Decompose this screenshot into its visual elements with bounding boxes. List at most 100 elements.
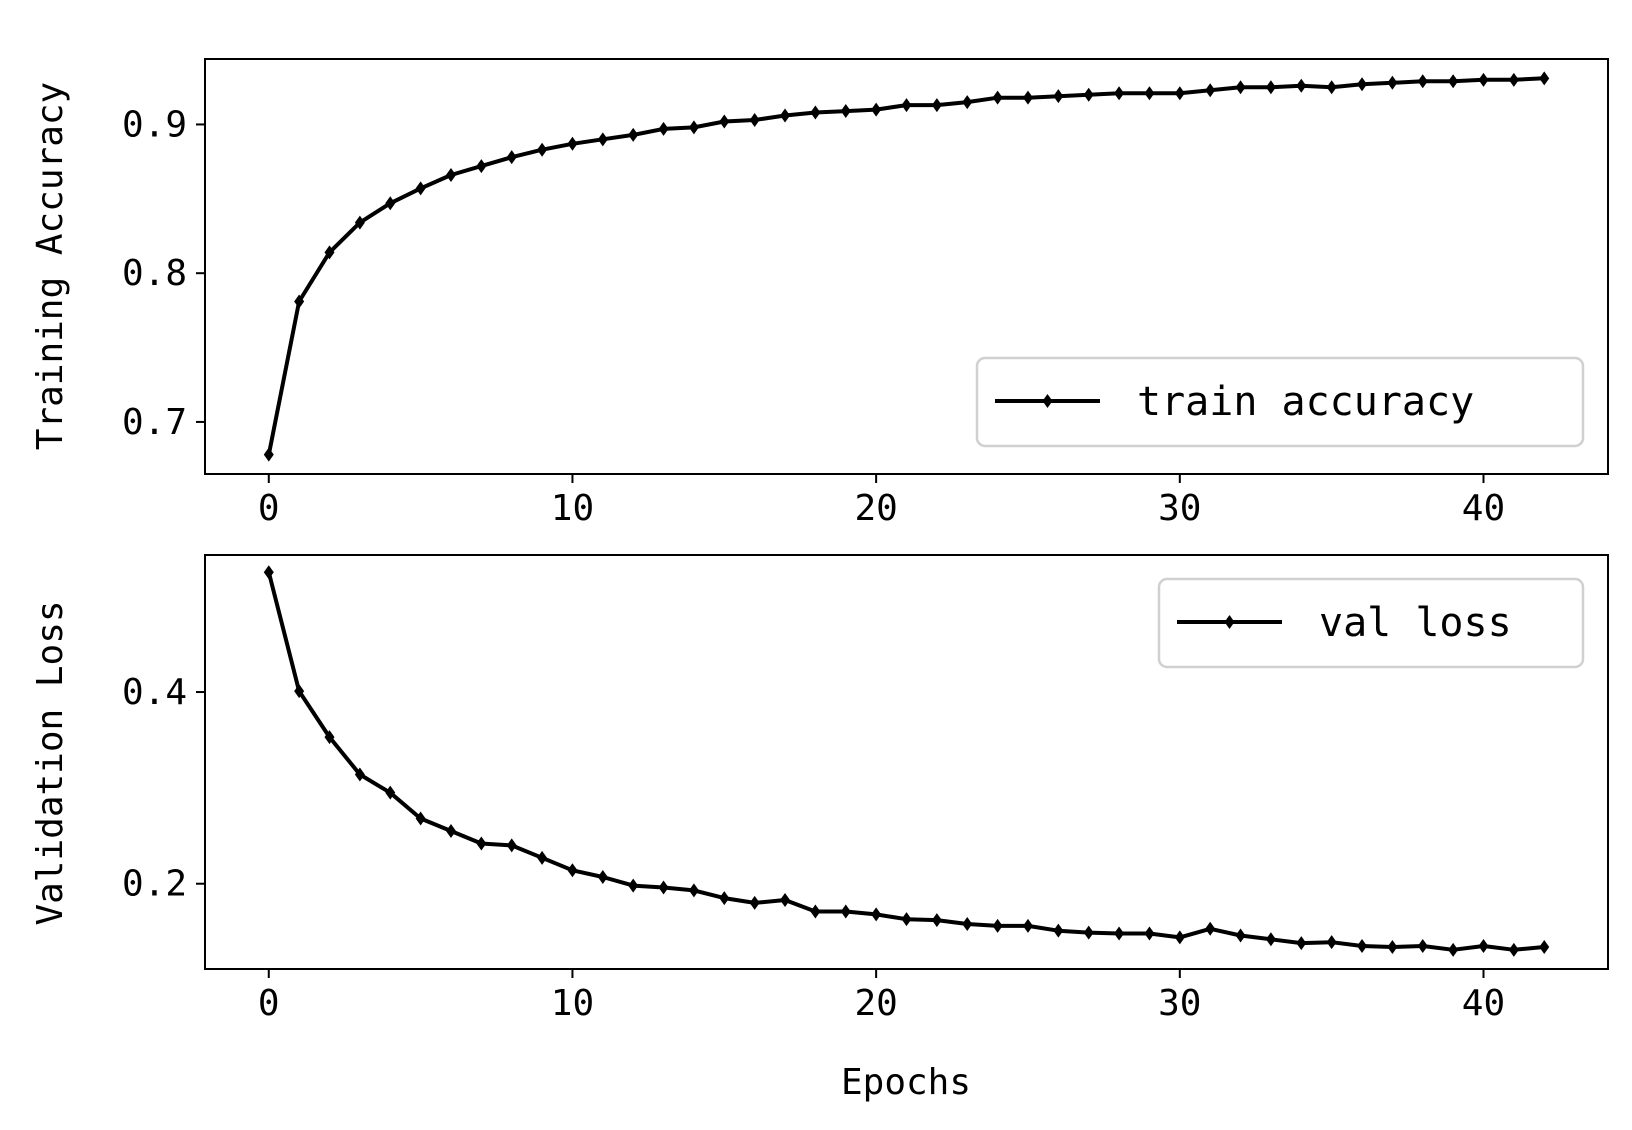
data-point: [1114, 86, 1125, 101]
data-point: [962, 95, 973, 110]
data-point: [901, 98, 912, 113]
data-point: [506, 838, 517, 853]
data-point: [1296, 936, 1307, 951]
y-tick-label: 0.4: [122, 672, 187, 713]
y-tick-label: 0.8: [122, 253, 187, 294]
data-point: [1022, 918, 1033, 933]
data-point: [688, 883, 699, 898]
data-point: [1326, 935, 1337, 950]
data-point: [1083, 925, 1094, 940]
y-tick-label: 0.9: [122, 104, 187, 145]
data-point: [294, 294, 305, 309]
data-point: [719, 891, 730, 906]
data-point: [1296, 78, 1307, 93]
data-point: [1265, 932, 1276, 947]
x-tick-label: 20: [854, 488, 897, 529]
x-axis: 0 10 20 30 40: [258, 969, 1505, 1024]
training-accuracy-subplot: 0 10 20 30 40 0.7 0.8 0.9 Training Accuracy tr…: [30, 58, 1609, 529]
legend-marker-swatch: [1042, 394, 1053, 408]
legend-label: train accuracy: [1137, 379, 1474, 425]
data-point: [354, 767, 365, 782]
data-point: [871, 102, 882, 117]
data-point: [1053, 89, 1064, 104]
data-point: [1387, 75, 1398, 90]
legend-marker-swatch: [1224, 615, 1235, 629]
data-point: [415, 181, 426, 196]
legend-box: [975, 356, 1585, 448]
data-point: [992, 90, 1003, 105]
y-tick-label: 0.7: [122, 402, 187, 443]
data-point: [992, 918, 1003, 933]
data-point: [1508, 72, 1519, 87]
data-point: [1539, 71, 1550, 86]
x-tick-label: 40: [1462, 488, 1505, 529]
data-point: [840, 904, 851, 919]
data-point: [415, 811, 426, 826]
data-point: [810, 904, 821, 919]
x-tick-label: 0: [258, 488, 280, 529]
data-point: [476, 836, 487, 851]
data-point: [840, 104, 851, 119]
legend-box: [1157, 577, 1585, 669]
data-point: [1448, 942, 1459, 957]
data-point: [445, 824, 456, 838]
y-axis-label: Validation Loss: [30, 600, 71, 925]
data-point: [1022, 90, 1033, 105]
data-point: [567, 863, 578, 878]
x-tick-label: 40: [1462, 983, 1505, 1024]
data-point: [780, 108, 791, 123]
x-tick-label: 10: [551, 983, 594, 1024]
x-tick-label: 20: [854, 983, 897, 1024]
data-point: [597, 132, 608, 147]
data-point: [1174, 930, 1185, 945]
data-point: [1053, 923, 1064, 938]
data-point: [324, 730, 335, 745]
data-point: [1508, 942, 1519, 957]
data-point: [962, 916, 973, 931]
plot-frame: [204, 58, 1609, 475]
data-point: [1205, 921, 1216, 936]
data-point: [1114, 926, 1125, 941]
data-point: [1417, 939, 1428, 953]
data-point: [931, 913, 942, 928]
series-layer: [263, 71, 1550, 462]
data-point: [658, 121, 669, 136]
data-point: [597, 870, 608, 884]
data-point: [537, 142, 548, 157]
series-layer: [263, 565, 1550, 957]
y-axis-label: Training Accuracy: [30, 82, 71, 450]
data-point: [1387, 939, 1398, 954]
data-point: [1144, 926, 1155, 941]
data-point: [628, 878, 639, 893]
y-axis: 0.7 0.8 0.9: [122, 104, 205, 443]
legend: val loss: [1157, 577, 1585, 669]
data-point: [810, 105, 821, 120]
data-point: [476, 159, 487, 174]
data-point: [324, 245, 335, 260]
data-point: [628, 127, 639, 142]
data-point: [385, 785, 396, 800]
data-point: [537, 850, 548, 865]
data-point: [506, 150, 517, 165]
data-point: [1357, 939, 1368, 953]
data-point: [263, 447, 274, 462]
data-point: [1265, 80, 1276, 95]
data-point: [385, 196, 396, 211]
plot-frame: [204, 554, 1609, 970]
data-point: [931, 98, 942, 113]
x-axis-label: Epochs: [841, 1062, 971, 1103]
data-point: [749, 895, 760, 910]
data-point: [1539, 939, 1550, 954]
data-point: [294, 684, 305, 699]
data-point: [871, 907, 882, 922]
data-point: [263, 565, 274, 580]
data-point: [1235, 80, 1246, 95]
y-tick-label: 0.2: [122, 864, 187, 905]
data-point: [688, 120, 699, 135]
data-point: [1478, 72, 1489, 87]
data-point: [354, 215, 365, 230]
data-point: [1417, 74, 1428, 89]
data-point: [1235, 928, 1246, 943]
data-point: [1478, 939, 1489, 953]
